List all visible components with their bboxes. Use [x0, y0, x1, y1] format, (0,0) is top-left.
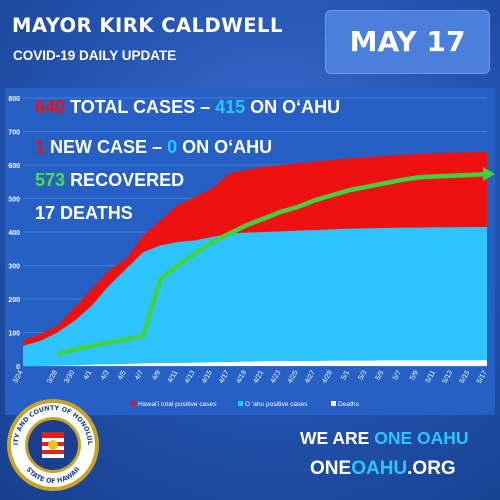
x-tick-label: 5/1 — [340, 369, 351, 381]
x-tick-label: 4/15 — [201, 369, 214, 384]
legend-swatch — [331, 401, 336, 406]
footer-website-prefix: ONE — [310, 458, 352, 479]
x-tick-label: 4/27 — [304, 369, 317, 384]
x-tick-label: 4/7 — [134, 369, 145, 381]
x-tick-label: 4/11 — [167, 369, 180, 384]
new-oahu-value: 0 — [167, 137, 178, 157]
stat-total-cases: 640 TOTAL CASES – 415 ON O‘AHU — [35, 97, 340, 118]
y-tick-label: 100 — [8, 331, 20, 338]
oahu-cases-value: 415 — [215, 97, 246, 117]
footer-website-suffix: .ORG — [407, 458, 456, 479]
x-tick-label: 5/9 — [409, 369, 420, 381]
date-badge: MAY 17 — [325, 10, 490, 74]
y-tick-label: 500 — [8, 197, 20, 204]
x-tick-label: 4/13 — [184, 369, 197, 384]
footer-slogan: WE ARE ONE OAHU — [300, 428, 469, 449]
y-tick-label: 600 — [8, 163, 20, 170]
x-tick-label: 4/21 — [252, 369, 265, 384]
total-cases-label: TOTAL CASES – — [70, 97, 211, 117]
new-cases-label: NEW CASE – — [50, 137, 163, 157]
legend-swatch — [131, 401, 136, 406]
y-tick-label: 400 — [8, 230, 20, 237]
x-tick-label: 4/3 — [100, 369, 111, 381]
total-cases-value: 640 — [35, 97, 66, 117]
deaths-value: 17 — [35, 203, 56, 223]
recovered-value: 573 — [35, 170, 66, 190]
area-oahu — [23, 226, 487, 366]
x-tick-label: 4/23 — [270, 369, 283, 384]
legend-label: Deaths — [338, 401, 360, 408]
footer-website-accent: OAHU — [351, 458, 408, 479]
x-tick-label: 3/24 — [12, 369, 25, 384]
date-label: MAY 17 — [349, 25, 466, 58]
stat-recovered: 573 RECOVERED — [35, 170, 184, 191]
x-tick-label: 5/15 — [459, 369, 472, 384]
new-oahu-label: ON O‘AHU — [182, 137, 273, 157]
x-tick-label: 4/25 — [287, 369, 300, 384]
x-tick-label: 5/13 — [441, 369, 454, 384]
x-tick-label: 3/28 — [46, 369, 59, 384]
legend-label: Hawai'i total positive cases — [138, 401, 217, 408]
x-tick-label: 4/17 — [218, 369, 231, 384]
y-tick-label: 700 — [8, 130, 20, 137]
y-tick-label: 300 — [8, 264, 20, 271]
footer-website-link[interactable]: ONEOAHU.ORG — [310, 458, 456, 480]
footer-slogan-prefix: WE ARE — [300, 428, 370, 448]
x-tick-label: 4/9 — [151, 369, 162, 381]
deaths-label: DEATHS — [60, 203, 133, 223]
recovered-label: RECOVERED — [70, 170, 185, 190]
page-title: MAYOR KIRK CALDWELL — [12, 14, 283, 37]
city-seal-icon: CITY AND COUNTY OF HONOLULU STATE OF HAW… — [6, 398, 99, 491]
x-tick-label: 5/7 — [392, 369, 403, 381]
y-tick-label: 800 — [8, 96, 20, 103]
x-tick-label: 5/5 — [375, 369, 386, 381]
y-tick-label: 200 — [8, 297, 20, 304]
stat-deaths: 17 DEATHS — [35, 203, 133, 224]
x-tick-label: 3/30 — [63, 369, 76, 384]
footer-slogan-accent: ONE OAHU — [374, 428, 469, 448]
new-cases-value: 1 — [35, 137, 46, 157]
x-tick-label: 4/19 — [235, 369, 248, 384]
x-tick-label: 4/29 — [321, 369, 334, 384]
oahu-cases-label: ON O‘AHU — [250, 97, 341, 117]
x-tick-label: 5/17 — [476, 369, 489, 384]
area-deaths — [23, 360, 487, 366]
x-tick-label: 5/3 — [358, 369, 369, 381]
page-subtitle: COVID-19 DAILY UPDATE — [13, 48, 177, 63]
cases-chart: 0 100 200 300 400 500 600 700 800 3/24 3/28 3/30 4/1… — [8, 96, 495, 408]
x-tick-label: 4/5 — [117, 369, 128, 381]
y-tick-label: 0 — [16, 364, 20, 371]
x-tick-label: 5/11 — [425, 369, 438, 384]
line-recovered — [56, 171, 488, 357]
legend-label: O 'ahu positive cases — [245, 401, 308, 408]
x-tick-label: 4/1 — [83, 369, 94, 381]
stat-new-cases: 1 NEW CASE – 0 ON O‘AHU — [35, 137, 272, 158]
chart-panel: 0 100 200 300 400 500 600 700 800 3/24 3/28 3/30 4/1… — [5, 88, 495, 415]
recovered-arrowhead — [483, 167, 495, 182]
legend-swatch — [238, 401, 243, 406]
